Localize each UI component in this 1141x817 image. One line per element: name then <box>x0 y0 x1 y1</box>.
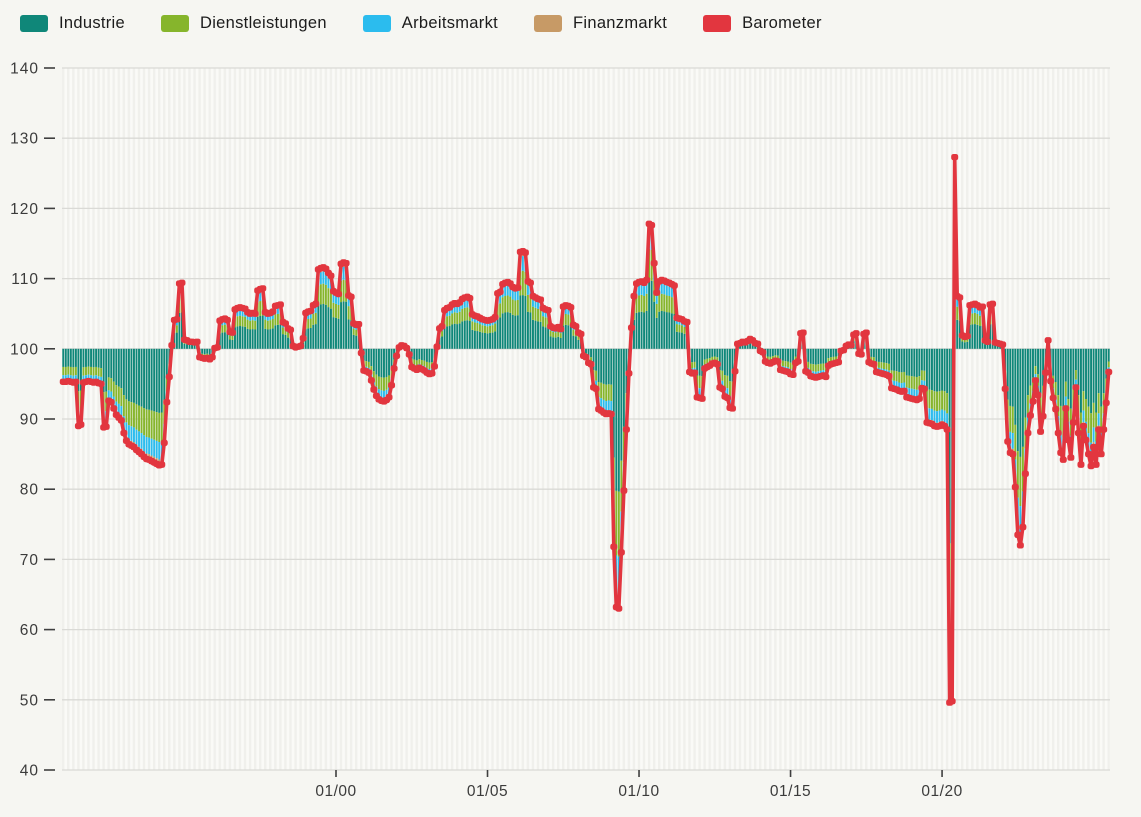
svg-text:01/05: 01/05 <box>467 783 508 800</box>
finanzmarkt-swatch-icon <box>534 15 562 32</box>
svg-text:90: 90 <box>20 412 39 429</box>
svg-text:01/10: 01/10 <box>618 783 659 800</box>
svg-text:120: 120 <box>10 201 39 218</box>
svg-text:130: 130 <box>10 131 39 148</box>
legend-item-finanzmarkt[interactable]: Finanzmarkt <box>534 14 667 33</box>
arbeitsmarkt-swatch-icon <box>362 15 391 32</box>
legend-label: Arbeitsmarkt <box>401 14 498 32</box>
legend-item-industrie[interactable]: Industrie <box>20 14 125 33</box>
svg-text:40: 40 <box>20 763 39 780</box>
legend-label: Industrie <box>59 14 125 32</box>
svg-text:80: 80 <box>20 482 39 499</box>
chart-legend: Industrie Dienstleistungen Arbeitsmarkt … <box>20 14 822 33</box>
svg-text:100: 100 <box>10 341 39 358</box>
dienstleistungen-swatch-icon <box>161 15 189 32</box>
svg-text:60: 60 <box>20 622 39 639</box>
industrie-swatch-icon <box>20 15 48 32</box>
legend-item-barometer[interactable]: Barometer <box>703 14 822 33</box>
legend-label: Dienstleistungen <box>200 14 327 32</box>
svg-text:01/15: 01/15 <box>770 783 811 800</box>
svg-text:70: 70 <box>20 552 39 569</box>
svg-text:110: 110 <box>11 271 39 288</box>
legend-item-dienstleistungen[interactable]: Dienstleistungen <box>161 14 327 33</box>
legend-label: Barometer <box>742 14 822 32</box>
svg-text:01/00: 01/00 <box>315 783 356 800</box>
svg-text:01/20: 01/20 <box>921 783 962 800</box>
barometer-swatch-icon <box>703 15 732 32</box>
svg-text:140: 140 <box>10 61 39 78</box>
legend-label: Finanzmarkt <box>573 14 668 32</box>
legend-item-arbeitsmarkt[interactable]: Arbeitsmarkt <box>362 14 498 33</box>
svg-text:50: 50 <box>20 692 39 709</box>
